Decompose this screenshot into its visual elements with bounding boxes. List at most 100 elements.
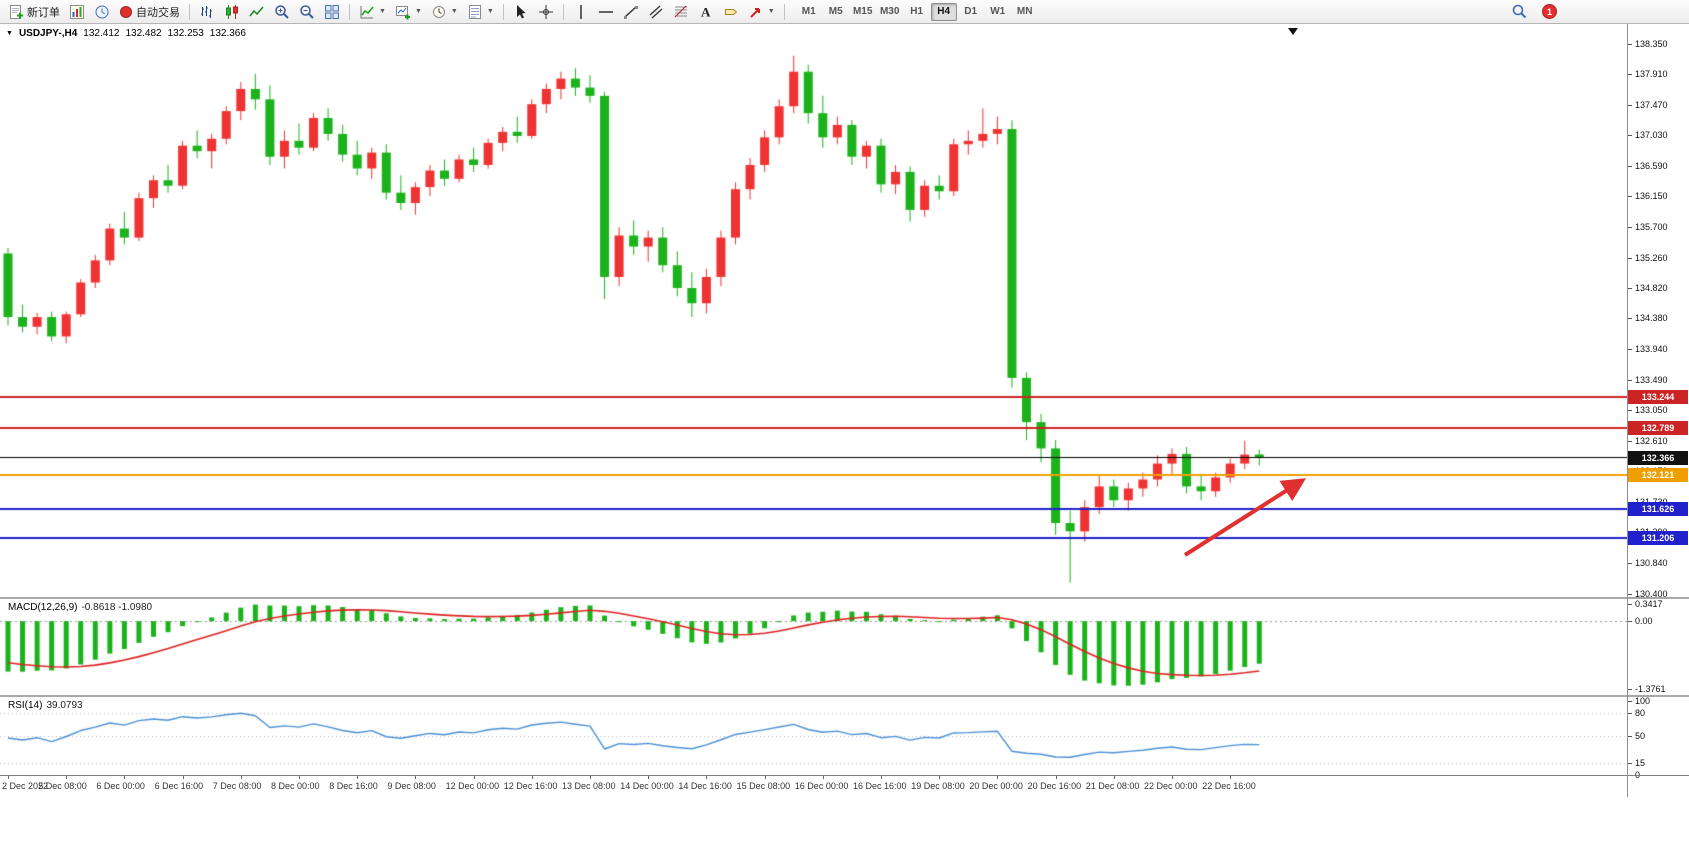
- toolbar-right-group: 1: [1507, 2, 1557, 22]
- periods-icon: [431, 4, 447, 20]
- horizontal-line-button[interactable]: [594, 2, 618, 22]
- time-tick: [1172, 775, 1173, 779]
- crosshair-icon: [538, 4, 554, 20]
- price-tick-label: 133.940: [1627, 343, 1668, 354]
- fibonacci-button[interactable]: [669, 2, 693, 22]
- macd-title: MACD(12,26,9): [8, 602, 78, 613]
- text-label-icon: [723, 4, 739, 20]
- time-label: 16 Dec 16:00: [853, 781, 907, 791]
- indicators-icon: [359, 4, 375, 20]
- macd-panel-canvas[interactable]: [0, 599, 1627, 695]
- time-label: 8 Dec 00:00: [271, 781, 320, 791]
- auto-trading-button[interactable]: 自动交易: [115, 2, 184, 22]
- time-tick: [8, 775, 9, 779]
- notification-badge[interactable]: 1: [1542, 4, 1557, 19]
- rsi-title: RSI(14): [8, 700, 43, 711]
- timeframe-h1-button[interactable]: H1: [904, 3, 930, 21]
- chevron-down-icon: ▼: [379, 8, 386, 15]
- rsi-panel-canvas[interactable]: [0, 697, 1627, 775]
- tile-windows-button[interactable]: [320, 2, 344, 22]
- time-tick: [939, 775, 941, 779]
- new-order-button[interactable]: 新订单: [4, 2, 64, 22]
- time-label: 15 Dec 08:00: [736, 781, 791, 791]
- time-label: 7 Dec 08:00: [212, 781, 262, 791]
- price-tag: 131.626: [1628, 501, 1688, 516]
- symbol-bar: ▼ USDJPY-,H4 132.412 132.482 132.253 132…: [6, 28, 246, 39]
- svg-text:A: A: [701, 4, 711, 19]
- timeframe-h4-button[interactable]: H4: [930, 2, 957, 21]
- cursor-button[interactable]: [509, 2, 533, 22]
- text-icon: A: [698, 4, 714, 20]
- time-tick: [1055, 775, 1057, 779]
- new-order-label: 新订单: [27, 6, 60, 19]
- indicators-button[interactable]: ▼: [355, 2, 390, 22]
- vertical-line-button[interactable]: [569, 2, 593, 22]
- chart-profiles-button[interactable]: [65, 2, 89, 22]
- timeframe-toolbar: M1 M5 M15 M30 H1 H4 D1 W1 MN: [796, 2, 1038, 21]
- time-tick: [997, 775, 999, 779]
- chart-profiles-icon: [69, 4, 85, 20]
- price-axis[interactable]: 138.350 137.910 137.470 137.030 136.590 136.1…: [1626, 24, 1689, 797]
- arrows-button[interactable]: ▼: [744, 2, 779, 22]
- trendline-button[interactable]: [619, 2, 643, 22]
- new-order-icon: [8, 4, 24, 20]
- price-tick-label: 130.400: [1627, 588, 1668, 599]
- chevron-down-icon: ▼: [414, 8, 422, 15]
- fibonacci-icon: [673, 4, 689, 20]
- zoom-out-button[interactable]: [295, 2, 319, 22]
- price-tick-label: 134.820: [1627, 283, 1668, 294]
- timeframe-mn-button[interactable]: MN: [1012, 3, 1038, 21]
- price-tick-label: 138.350: [1627, 39, 1668, 50]
- collapse-ohlc-icon[interactable]: ▼: [6, 30, 13, 37]
- search-icon: [1511, 3, 1528, 20]
- time-label: 6 Dec 00:00: [96, 781, 145, 791]
- time-tick: [299, 775, 300, 779]
- main-chart-canvas[interactable]: [0, 24, 1627, 597]
- timeframe-m1-button[interactable]: M1: [796, 3, 822, 21]
- auto-trading-label: 自动交易: [136, 6, 180, 19]
- time-tick: [881, 775, 882, 779]
- time-tick: [66, 775, 68, 779]
- channel-button[interactable]: [644, 2, 668, 22]
- rsi-value: 39.0793: [46, 700, 83, 711]
- price-tick-label: 134.380: [1627, 313, 1668, 324]
- timeframe-d1-button[interactable]: D1: [958, 3, 984, 21]
- price-tick-label: 130.840: [1627, 558, 1668, 569]
- trendline-icon: [623, 4, 639, 20]
- time-label: 19 Dec 08:00: [911, 781, 965, 791]
- new-chart-button[interactable]: ▼: [391, 2, 426, 22]
- time-label: 12 Dec 00:00: [445, 781, 500, 791]
- periods-button[interactable]: ▼: [427, 2, 462, 22]
- candlestick-chart-button[interactable]: [220, 2, 244, 22]
- price-tag: 132.121: [1628, 467, 1688, 482]
- rsi-axis-label: 15: [1626, 758, 1646, 769]
- panel-splitter[interactable]: [0, 695, 1689, 697]
- panel-splitter[interactable]: [0, 597, 1689, 599]
- macd-indicator-label: MACD(12,26,9) -0.8618 -1.0980: [8, 602, 152, 613]
- toolbar-separator: [783, 3, 785, 20]
- high-value: 132.482: [125, 28, 162, 39]
- channel-icon: [648, 4, 664, 20]
- timeframe-w1-button[interactable]: W1: [985, 3, 1011, 21]
- text-label-button[interactable]: [719, 2, 743, 22]
- bar-chart-button[interactable]: [195, 2, 219, 22]
- timeframe-m5-button[interactable]: M5: [823, 3, 849, 21]
- market-watch-button[interactable]: [90, 2, 114, 22]
- templates-button[interactable]: ▼: [463, 2, 498, 22]
- crosshair-button[interactable]: [534, 2, 558, 22]
- time-axis[interactable]: 2 Dec 2022 5 Dec 08:00 6 Dec 00:00 6 Dec 16…: [0, 775, 1627, 797]
- price-tick-label: 135.700: [1627, 222, 1668, 233]
- new-chart-icon: [395, 4, 411, 20]
- search-button[interactable]: [1507, 2, 1532, 22]
- price-tick-label: 135.260: [1627, 252, 1668, 263]
- timeframe-m30-button[interactable]: M30: [877, 3, 903, 21]
- timeframe-m15-button[interactable]: M15: [850, 3, 876, 21]
- line-chart-button[interactable]: [245, 2, 269, 22]
- price-tick-label: 137.470: [1627, 99, 1668, 110]
- time-tick: [473, 775, 475, 779]
- main-toolbar: 新订单 自动交易: [0, 0, 1689, 24]
- time-tick: [706, 775, 708, 779]
- text-button[interactable]: A: [694, 2, 718, 22]
- zoom-in-button[interactable]: [270, 2, 294, 22]
